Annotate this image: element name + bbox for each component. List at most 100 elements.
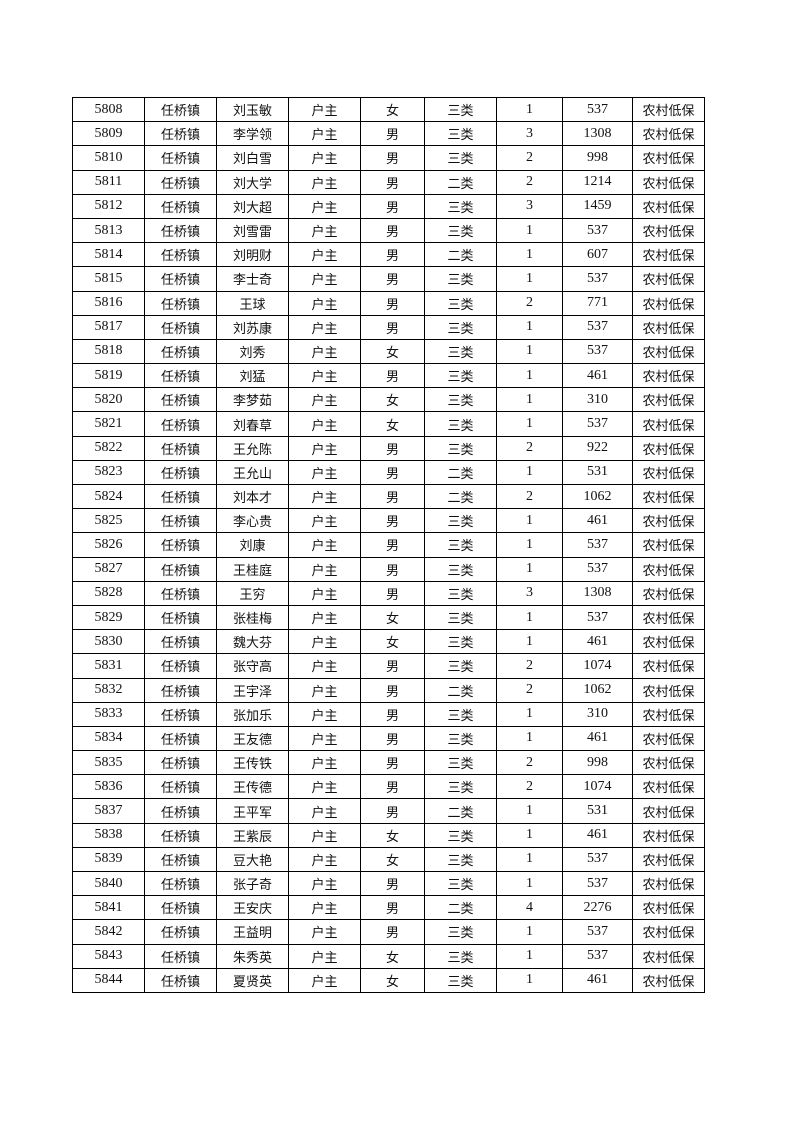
cell-household-size: 1: [496, 338, 563, 365]
cell-name: 刘本才: [216, 483, 289, 510]
cell-relation: 户主: [288, 870, 361, 897]
cell-relation: 户主: [288, 604, 361, 631]
cell-aid-type: 农村低保: [632, 435, 705, 461]
table-row: 5839 任桥镇 豆大艳 户主女三类 1 537 农村低保: [72, 846, 705, 873]
cell-aid-type: 农村低保: [632, 943, 705, 969]
table-row: 5811 任桥镇 刘大学 户主男二类 2 1214 农村低保: [72, 169, 705, 195]
table-row: 5832 任桥镇 王宇泽 户主男二类 2 1062 农村低保: [72, 677, 705, 703]
cell-gender: 男: [360, 895, 425, 921]
table-row: 5825 任桥镇 李心贵 户主男三类 1 461 农村低保: [72, 508, 705, 534]
cell-aid-type: 农村低保: [632, 169, 705, 195]
cell-town: 任桥镇: [144, 266, 217, 292]
cell-amount: 537: [562, 870, 633, 897]
table-row: 5843 任桥镇 朱秀英 户主女三类 1 537 农村低保: [72, 943, 705, 969]
cell-relation: 户主: [288, 895, 361, 921]
cell-town: 任桥镇: [144, 774, 217, 800]
cell-category: 三类: [424, 96, 497, 123]
cell-amount: 310: [562, 701, 633, 727]
cell-gender: 男: [360, 677, 425, 703]
cell-amount: 461: [562, 629, 633, 655]
cell-serial-number: 5832: [72, 677, 145, 703]
cell-household-size: 2: [496, 169, 563, 195]
cell-relation: 户主: [288, 193, 361, 219]
table-row: 5834 任桥镇 王友德 户主男三类 1 461 农村低保: [72, 725, 705, 752]
cell-gender: 男: [360, 483, 425, 510]
cell-serial-number: 5836: [72, 774, 145, 800]
cell-aid-type: 农村低保: [632, 798, 705, 824]
table-row: 5828 任桥镇 王穷 户主男三类 3 1308 农村低保: [72, 580, 705, 606]
cell-town: 任桥镇: [144, 338, 217, 365]
cell-gender: 男: [360, 580, 425, 606]
cell-town: 任桥镇: [144, 459, 217, 486]
table-row: 5809 任桥镇 李学领 户主男三类 3 1308 农村低保: [72, 121, 705, 147]
cell-gender: 男: [360, 750, 425, 776]
cell-gender: 女: [360, 604, 425, 631]
table-row: 5814 任桥镇 刘明财 户主男二类 1 607 农村低保: [72, 242, 705, 268]
cell-town: 任桥镇: [144, 846, 217, 873]
cell-name: 王允陈: [216, 435, 289, 461]
cell-aid-type: 农村低保: [632, 725, 705, 752]
cell-category: 三类: [424, 725, 497, 752]
cell-gender: 男: [360, 314, 425, 340]
cell-category: 三类: [424, 967, 497, 993]
cell-amount: 607: [562, 242, 633, 268]
cell-relation: 户主: [288, 677, 361, 703]
cell-name: 王桂庭: [216, 556, 289, 582]
cell-town: 任桥镇: [144, 750, 217, 776]
cell-serial-number: 5822: [72, 435, 145, 461]
cell-category: 三类: [424, 701, 497, 727]
cell-town: 任桥镇: [144, 314, 217, 340]
cell-amount: 461: [562, 822, 633, 848]
cell-amount: 461: [562, 363, 633, 389]
cell-relation: 户主: [288, 96, 361, 123]
cell-aid-type: 农村低保: [632, 193, 705, 219]
cell-town: 任桥镇: [144, 169, 217, 195]
cell-amount: 537: [562, 556, 633, 582]
cell-relation: 户主: [288, 919, 361, 945]
cell-aid-type: 农村低保: [632, 145, 705, 171]
cell-gender: 男: [360, 217, 425, 244]
cell-town: 任桥镇: [144, 145, 217, 171]
cell-name: 王安庆: [216, 895, 289, 921]
cell-category: 三类: [424, 217, 497, 244]
table-row: 5821 任桥镇 刘春草 户主女三类 1 537 农村低保: [72, 411, 705, 437]
cell-town: 任桥镇: [144, 653, 217, 679]
cell-name: 王球: [216, 290, 289, 316]
cell-name: 李梦茹: [216, 387, 289, 413]
cell-category: 三类: [424, 411, 497, 437]
cell-category: 二类: [424, 895, 497, 921]
cell-name: 王传德: [216, 774, 289, 800]
cell-aid-type: 农村低保: [632, 508, 705, 534]
cell-aid-type: 农村低保: [632, 387, 705, 413]
cell-serial-number: 5813: [72, 217, 145, 244]
cell-amount: 1062: [562, 483, 633, 510]
cell-name: 王传铁: [216, 750, 289, 776]
cell-serial-number: 5815: [72, 266, 145, 292]
cell-gender: 女: [360, 411, 425, 437]
cell-town: 任桥镇: [144, 242, 217, 268]
cell-serial-number: 5814: [72, 242, 145, 268]
cell-town: 任桥镇: [144, 870, 217, 897]
cell-town: 任桥镇: [144, 532, 217, 558]
cell-amount: 2276: [562, 895, 633, 921]
cell-household-size: 1: [496, 870, 563, 897]
cell-category: 三类: [424, 266, 497, 292]
cell-relation: 户主: [288, 242, 361, 268]
table-row: 5838 任桥镇 王紫辰 户主女三类 1 461 农村低保: [72, 822, 705, 848]
cell-town: 任桥镇: [144, 363, 217, 389]
cell-category: 三类: [424, 363, 497, 389]
cell-relation: 户主: [288, 363, 361, 389]
cell-amount: 461: [562, 967, 633, 993]
cell-amount: 537: [562, 338, 633, 365]
cell-town: 任桥镇: [144, 508, 217, 534]
cell-name: 刘猛: [216, 363, 289, 389]
cell-household-size: 3: [496, 121, 563, 147]
cell-household-size: 1: [496, 701, 563, 727]
cell-relation: 户主: [288, 387, 361, 413]
cell-household-size: 3: [496, 193, 563, 219]
cell-town: 任桥镇: [144, 121, 217, 147]
cell-town: 任桥镇: [144, 822, 217, 848]
cell-category: 三类: [424, 629, 497, 655]
cell-aid-type: 农村低保: [632, 750, 705, 776]
cell-relation: 户主: [288, 774, 361, 800]
